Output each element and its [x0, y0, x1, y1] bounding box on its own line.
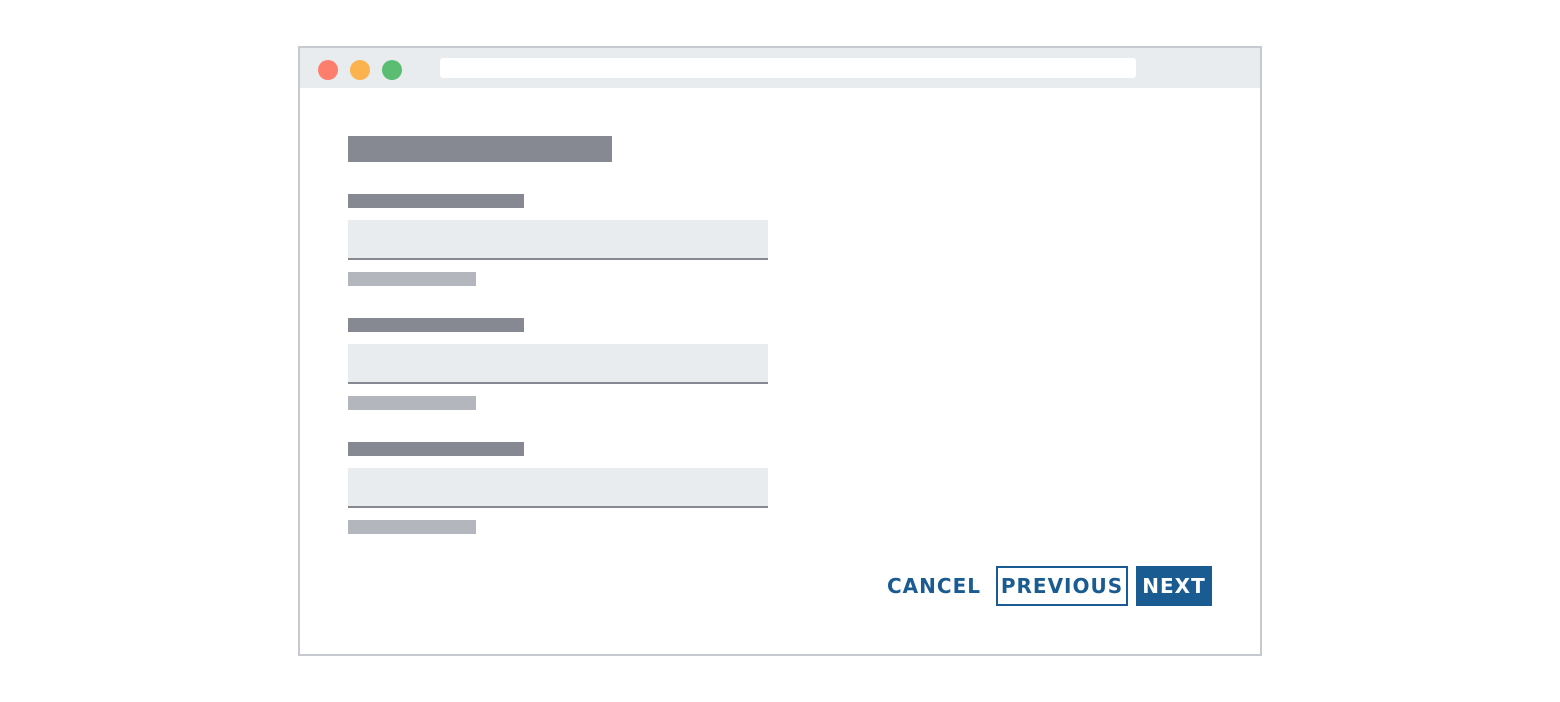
field-label-placeholder — [348, 194, 524, 208]
next-button[interactable]: NEXT — [1136, 566, 1212, 606]
maximize-dot-icon[interactable] — [382, 60, 402, 80]
address-bar[interactable] — [440, 58, 1136, 78]
field-label-placeholder — [348, 442, 524, 456]
title-bar — [300, 48, 1260, 88]
helper-text-placeholder — [348, 272, 476, 286]
cancel-button[interactable]: CANCEL — [887, 574, 981, 598]
helper-text-placeholder — [348, 520, 476, 534]
text-input-3[interactable] — [348, 468, 768, 508]
helper-text-placeholder — [348, 396, 476, 410]
browser-window: CANCEL PREVIOUS NEXT — [298, 46, 1262, 656]
minimize-dot-icon[interactable] — [350, 60, 370, 80]
field-label-placeholder — [348, 318, 524, 332]
previous-button[interactable]: PREVIOUS — [996, 566, 1128, 606]
close-dot-icon[interactable] — [318, 60, 338, 80]
text-input-1[interactable] — [348, 220, 768, 260]
text-input-2[interactable] — [348, 344, 768, 384]
page-title-placeholder — [348, 136, 612, 162]
